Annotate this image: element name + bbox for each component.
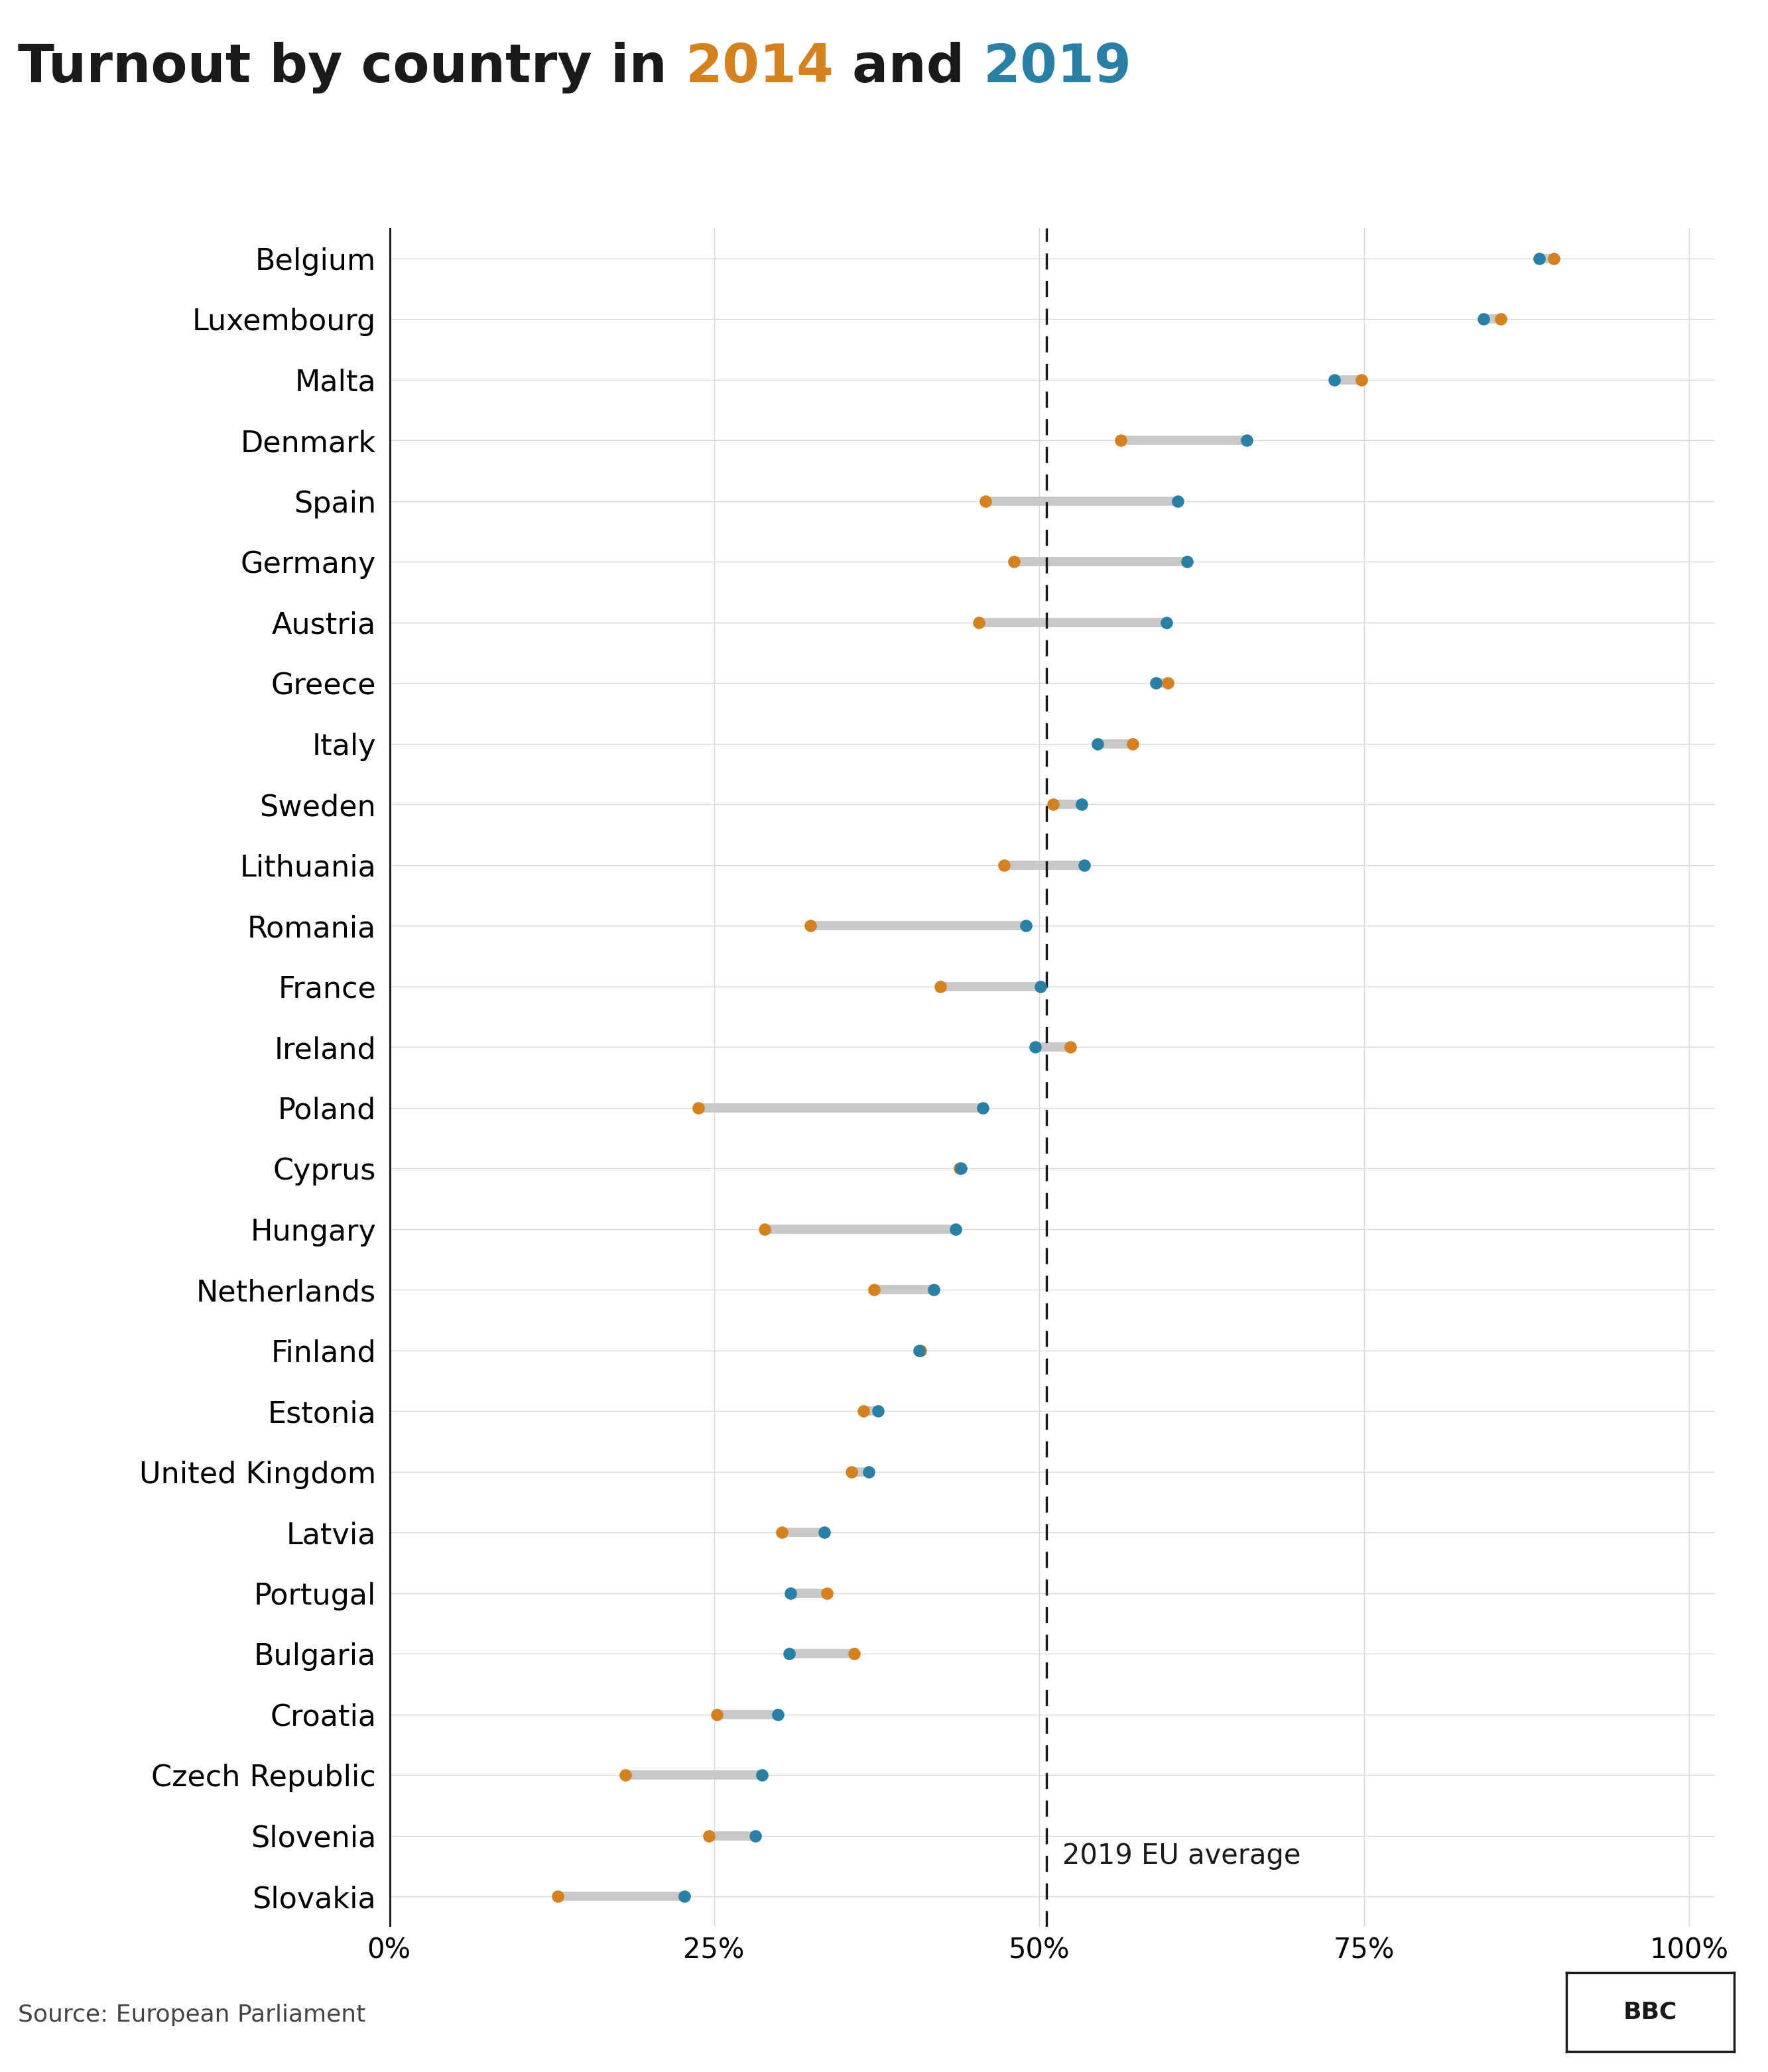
Point bbox=[1119, 727, 1147, 760]
Text: 2019: 2019 bbox=[983, 41, 1132, 93]
Text: and: and bbox=[834, 41, 983, 93]
Point bbox=[764, 1699, 792, 1732]
Point bbox=[545, 1879, 573, 1912]
Point bbox=[1001, 545, 1029, 578]
Point bbox=[1011, 910, 1040, 943]
Point bbox=[776, 1577, 804, 1610]
Point bbox=[840, 1637, 868, 1670]
Point bbox=[1055, 1030, 1084, 1063]
Point bbox=[796, 910, 824, 943]
Point bbox=[990, 850, 1018, 883]
Point bbox=[942, 1212, 971, 1245]
Text: 2014: 2014 bbox=[686, 41, 834, 93]
Point bbox=[1068, 787, 1096, 821]
Point bbox=[859, 1272, 888, 1307]
Point bbox=[1172, 545, 1200, 578]
Point bbox=[1107, 425, 1135, 458]
Point bbox=[1540, 242, 1568, 276]
Point bbox=[1142, 667, 1170, 700]
Text: 2019 EU average: 2019 EU average bbox=[1063, 1842, 1301, 1869]
Point bbox=[767, 1517, 796, 1550]
Point bbox=[612, 1759, 640, 1792]
Point bbox=[863, 1394, 891, 1428]
Point bbox=[948, 1152, 976, 1185]
Point bbox=[748, 1759, 776, 1792]
Text: Source: European Parliament: Source: European Parliament bbox=[18, 2004, 366, 2026]
Point bbox=[684, 1092, 713, 1125]
Text: Turnout by country in: Turnout by country in bbox=[18, 41, 686, 93]
Point bbox=[854, 1455, 882, 1488]
Point bbox=[1163, 485, 1192, 518]
Point bbox=[946, 1152, 974, 1185]
Point bbox=[670, 1879, 698, 1912]
Point bbox=[838, 1455, 866, 1488]
Point bbox=[905, 1334, 934, 1368]
Point bbox=[774, 1637, 803, 1670]
Point bbox=[695, 1819, 723, 1852]
Point bbox=[969, 1092, 997, 1125]
Point bbox=[1020, 1030, 1048, 1063]
Point bbox=[965, 605, 994, 638]
Point bbox=[1347, 363, 1376, 396]
Point bbox=[1232, 425, 1261, 458]
Point bbox=[1487, 303, 1515, 336]
Point bbox=[813, 1577, 842, 1610]
Point bbox=[1153, 605, 1181, 638]
Point bbox=[972, 485, 1001, 518]
Point bbox=[702, 1699, 730, 1732]
Point bbox=[751, 1212, 780, 1245]
Point bbox=[1526, 242, 1554, 276]
Point bbox=[1084, 727, 1112, 760]
Point bbox=[741, 1819, 769, 1852]
Point bbox=[919, 1272, 948, 1307]
Point bbox=[810, 1517, 838, 1550]
Point bbox=[1153, 667, 1181, 700]
Text: BBC: BBC bbox=[1623, 2002, 1678, 2022]
Point bbox=[1040, 787, 1068, 821]
Point bbox=[849, 1394, 877, 1428]
Point bbox=[1025, 970, 1054, 1003]
Point bbox=[1321, 363, 1349, 396]
Point bbox=[907, 1334, 935, 1368]
Point bbox=[1469, 303, 1497, 336]
Point bbox=[1070, 850, 1098, 883]
Point bbox=[926, 970, 955, 1003]
